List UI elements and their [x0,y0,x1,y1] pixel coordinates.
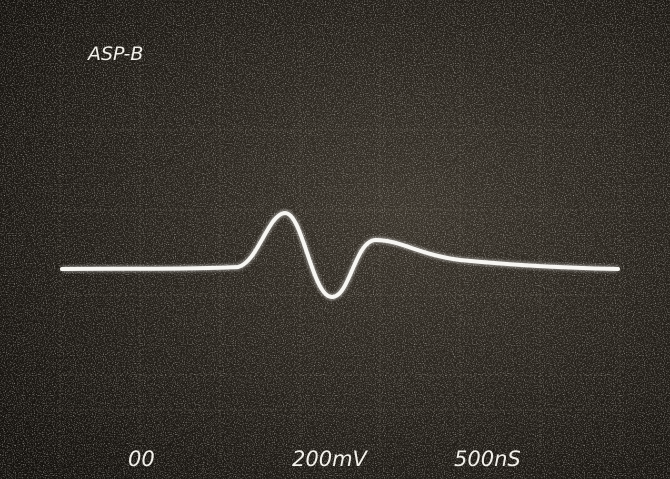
channel-readout: 00 [128,447,155,471]
time-per-div-readout: 500nS [454,447,521,471]
film-grain [0,0,670,479]
volts-per-div-readout: 200mV [292,447,369,471]
page: ASP-B 00 200mV 500nS (() => { const data… [0,0,670,479]
oscilloscope-photo: ASP-B 00 200mV 500nS [0,0,670,479]
trace-label: ASP-B [86,43,143,65]
